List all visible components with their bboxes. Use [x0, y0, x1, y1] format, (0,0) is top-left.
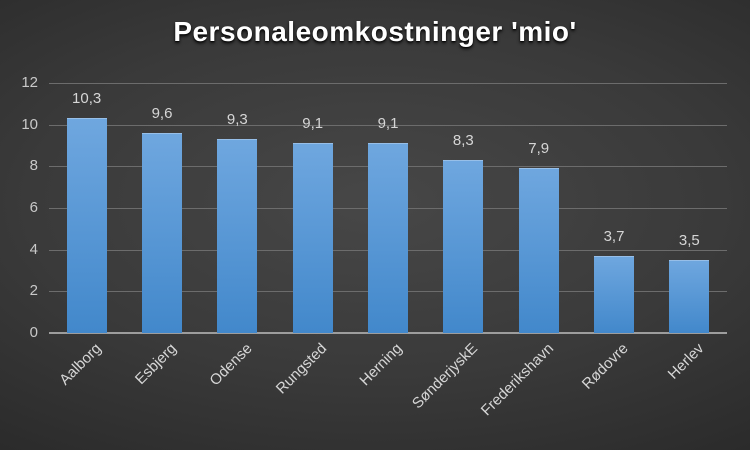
gridline	[49, 124, 727, 126]
bar	[292, 143, 333, 333]
bar	[368, 143, 408, 333]
y-axis-tick-label: 10	[21, 115, 38, 133]
x-axis-category-label: Odense	[206, 340, 256, 390]
x-axis-category-label: Esbjerg	[132, 340, 181, 388]
bar	[669, 260, 710, 333]
bar-value-label: 9,3	[226, 111, 248, 129]
x-axis-category-labels: Aalborg Esbjerg Odense Rungsted Herning Sønde…	[49, 340, 727, 450]
gridline	[49, 83, 727, 84]
y-axis-tick-labels: 0 2 4 6 8 10 12	[0, 74, 38, 341]
x-axis-category-label: Rødovre	[579, 340, 633, 393]
y-axis-tick-label: 6	[29, 199, 38, 216]
bar	[66, 118, 107, 333]
bar	[443, 160, 484, 333]
x-axis-category-label: Aalborg	[56, 340, 105, 389]
y-axis-tick-label: 8	[29, 157, 38, 175]
y-axis-tick-label: 4	[29, 240, 38, 258]
bar-value-label: 10,3	[72, 90, 102, 108]
bar	[594, 255, 634, 333]
bar-value-label: 3,7	[603, 227, 625, 245]
bar-value-label: 7,9	[528, 140, 550, 158]
y-axis-tick-label: 2	[29, 282, 38, 300]
bar-value-label: 8,3	[452, 132, 474, 150]
bar-value-label: 9,1	[377, 115, 399, 133]
x-axis-category-label: SønderjyskE	[409, 340, 482, 413]
x-axis-category-label: Herlev	[664, 340, 708, 383]
bar-value-label: 9,1	[302, 115, 324, 133]
x-axis-category-label: Rungsted	[273, 340, 331, 398]
plot-area: 10,3 9,6 9,3 9,1 9,1 8,3 7,9 3,7 3,5	[49, 83, 727, 334]
x-axis-category-label: Herning	[356, 340, 407, 390]
x-axis-category-label: Frederikshavn	[477, 340, 557, 420]
bar	[217, 139, 258, 333]
bar-value-label: 9,6	[151, 105, 173, 122]
bar	[142, 133, 182, 333]
bar	[518, 168, 559, 333]
y-axis-tick-label: 12	[21, 74, 38, 91]
y-axis-tick-label: 0	[29, 324, 38, 341]
chart-title: Personaleomkostninger 'mio'	[173, 16, 577, 47]
bar-value-label: 3,5	[678, 232, 700, 250]
x-axis-line	[49, 332, 727, 334]
